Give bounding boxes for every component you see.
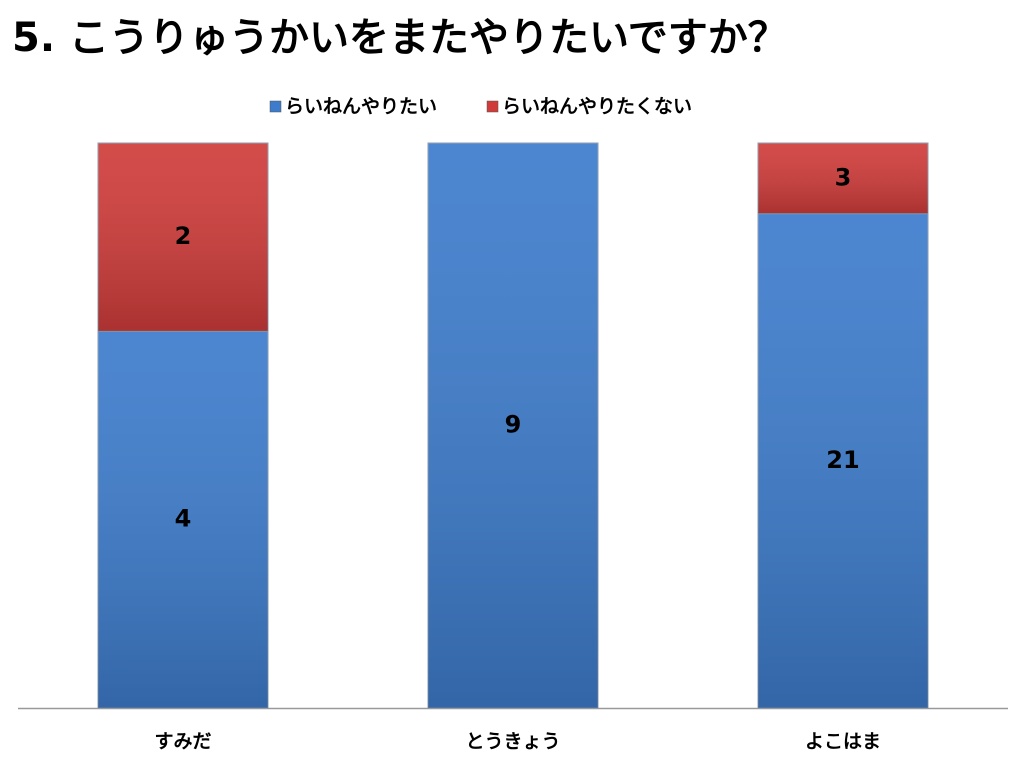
legend-label: らいねんやりたくない bbox=[502, 96, 692, 118]
data-label: 2 bbox=[175, 222, 192, 250]
data-label: 4 bbox=[175, 505, 192, 533]
chart-title: 5. こうりゅうかいをまたやりたいですか？ bbox=[12, 15, 788, 61]
x-tick-label: よこはま bbox=[805, 731, 881, 753]
legend-label: らいねんやりたい bbox=[285, 96, 437, 118]
legend-swatch bbox=[486, 100, 499, 113]
legend-swatch bbox=[269, 100, 282, 113]
data-label: 21 bbox=[826, 446, 859, 474]
data-label: 9 bbox=[505, 411, 522, 439]
x-tick-label: すみだ bbox=[154, 731, 211, 753]
data-label: 3 bbox=[835, 163, 852, 191]
x-tick-label: とうきょう bbox=[465, 731, 560, 753]
